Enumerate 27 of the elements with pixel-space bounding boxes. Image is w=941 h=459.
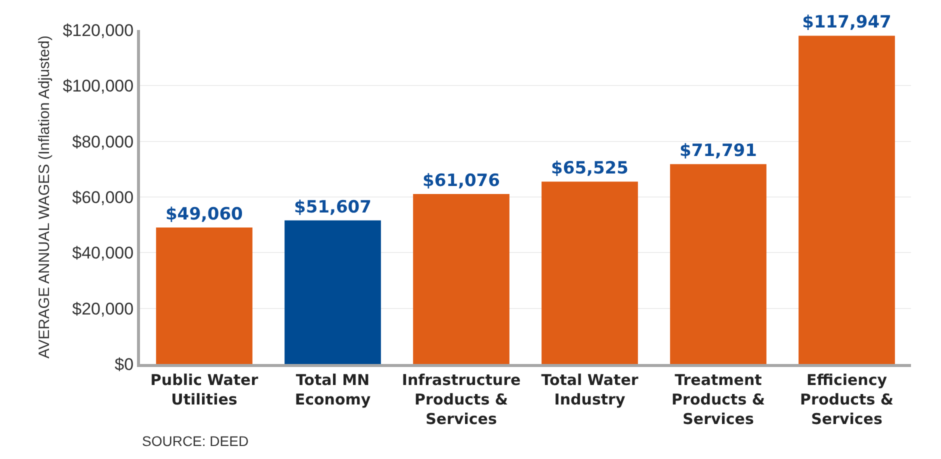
- y-tick-label: $20,000: [72, 299, 134, 318]
- x-tick-label: Infrastructure Products & Services: [402, 371, 521, 428]
- y-tick-label: $0: [114, 354, 134, 374]
- data-label: $117,947: [802, 12, 892, 33]
- x-tick-label: Total MN Economy: [294, 371, 371, 408]
- y-tick-label: $60,000: [72, 188, 134, 207]
- bar: [798, 36, 895, 364]
- x-tick-label: Treatment Products & Services: [672, 371, 765, 428]
- y-tick-label: $40,000: [72, 244, 134, 263]
- data-label: $65,525: [551, 158, 628, 179]
- data-label: $49,060: [165, 204, 244, 224]
- data-label: $61,076: [422, 171, 500, 192]
- y-tick-label: $100,000: [62, 76, 134, 96]
- bar: [284, 220, 381, 364]
- data-label: $51,607: [294, 197, 372, 218]
- x-tick-label: Efficiency Products & Services: [800, 371, 894, 428]
- bar: [413, 194, 510, 364]
- bar: [156, 227, 252, 364]
- x-tick-label: Total Water Industry: [541, 371, 639, 408]
- source-note: SOURCE: DEED: [142, 433, 249, 449]
- bar: [670, 164, 766, 364]
- y-tick-label: $120,000: [62, 20, 134, 40]
- data-label: $71,791: [680, 141, 757, 162]
- y-tick-label: $80,000: [72, 132, 134, 152]
- y-axis-title: AVERAGE ANNUAL WAGES (Inflation Adjusted): [36, 36, 53, 358]
- x-tick-label: Public Water Utilities: [150, 371, 259, 408]
- bar: [542, 182, 638, 364]
